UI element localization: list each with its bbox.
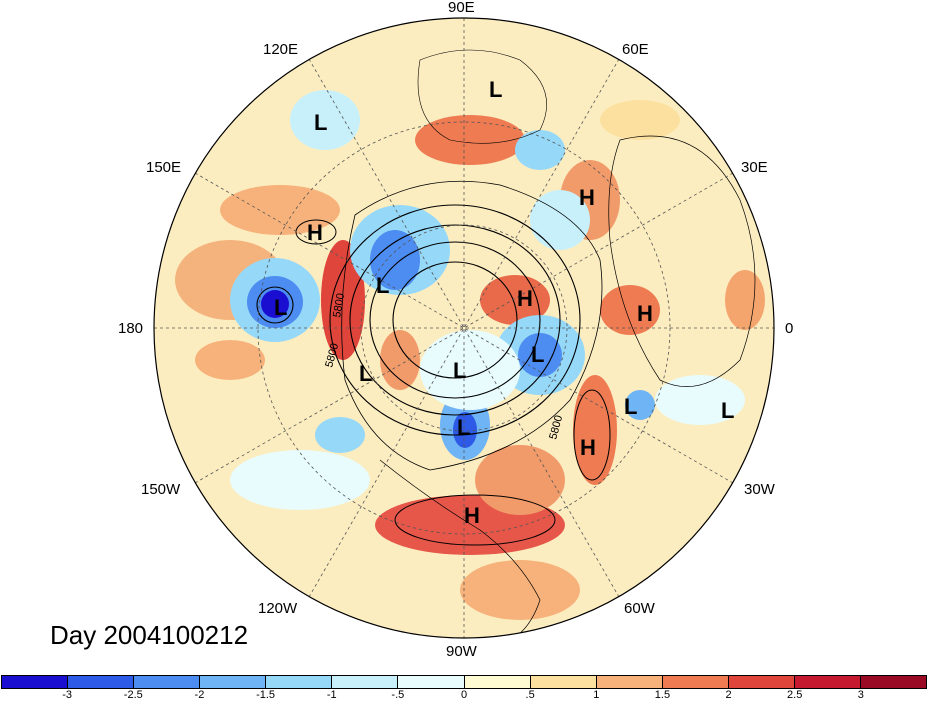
colorbar [1, 675, 927, 689]
lon-label-30e: 30E [741, 159, 768, 176]
lon-label-0: 0 [785, 320, 794, 337]
low-marker: L [453, 358, 466, 383]
colorbar-box [861, 676, 927, 688]
colorbar-box [662, 676, 729, 688]
colorbar-tick-label: 0 [460, 689, 468, 701]
colorbar-tick-label: -3 [62, 689, 73, 701]
colorbar-box [266, 676, 333, 688]
colorbar-box [530, 676, 597, 688]
colorbar-tick-label: -1 [326, 689, 337, 701]
map-boundary [153, 17, 775, 639]
low-marker: L [274, 295, 287, 320]
colorbar-tick-label: -2 [194, 689, 205, 701]
colorbar-box [68, 676, 135, 688]
contour-label-1: 5800 [331, 292, 347, 318]
low-marker: L [359, 361, 372, 386]
colorbar-box [200, 676, 267, 688]
colorbar-labels: -3 -2.5 -2 -1.5 -1 -.5 0 .5 1 1.5 2 2.5 3 [1, 689, 927, 702]
colorbar-box [728, 676, 795, 688]
lon-label-150w: 150W [141, 481, 181, 498]
colorbar-box [596, 676, 663, 688]
colorbar-tick-label: -.5 [391, 689, 405, 701]
lon-label-120e: 120E [263, 41, 299, 58]
low-marker: L [721, 398, 734, 423]
colorbar-box [464, 676, 531, 688]
colorbar-box [134, 676, 201, 688]
lon-label-30w: 30W [744, 481, 775, 498]
lon-label-150e: 150E [146, 159, 182, 176]
high-marker: H [307, 220, 323, 245]
colorbar-tick-label: 3 [857, 689, 864, 701]
lon-label-60w: 60W [624, 600, 655, 617]
graticule [154, 18, 774, 638]
high-marker: H [580, 435, 596, 460]
colorbar-tick-label: 2.5 [787, 689, 803, 701]
colorbar-tick-label: .5 [525, 689, 535, 701]
colorbar-box [332, 676, 399, 688]
lon-label-120w: 120W [258, 600, 298, 617]
low-marker: L [489, 77, 502, 102]
lon-label-90e: 90E [448, 0, 475, 16]
colorbar-box [794, 676, 862, 688]
high-marker: H [637, 301, 653, 326]
colorbar-box [398, 676, 465, 688]
high-marker: H [464, 503, 480, 528]
low-marker: L [376, 273, 389, 298]
colorbar-tick-label: -2.5 [123, 689, 143, 701]
lon-label-60e: 60E [622, 41, 649, 58]
low-marker: L [531, 342, 544, 367]
high-marker: H [579, 185, 595, 210]
colorbar-box [2, 676, 69, 688]
lon-label-180: 180 [118, 320, 144, 337]
colorbar-tick-label: -1.5 [256, 689, 276, 701]
colorbar-tick-label: 2 [725, 689, 732, 701]
low-marker: L [457, 415, 470, 440]
low-marker: L [314, 110, 327, 135]
lon-label-90w: 90W [446, 643, 477, 660]
plot-title: Day 2004100212 [50, 620, 249, 650]
colorbar-tick-label: 1 [593, 689, 600, 701]
colorbar-tick-label: 1.5 [654, 689, 671, 701]
high-marker: H [517, 286, 533, 311]
low-marker: L [624, 394, 637, 419]
